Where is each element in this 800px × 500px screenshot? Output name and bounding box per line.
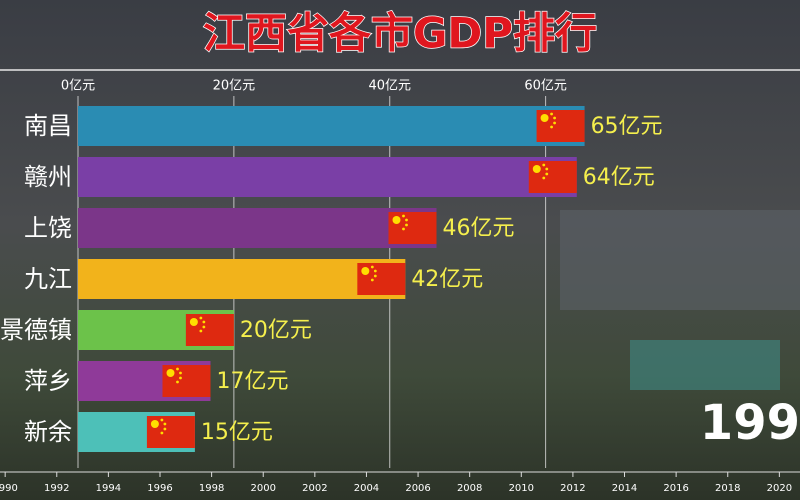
value-label: 64亿元 [583,165,655,190]
value-label: 42亿元 [411,267,483,292]
bar [78,208,437,248]
flag-star [160,418,164,422]
timeline-tick-label: 2000 [250,483,275,494]
timeline-tick-label: 1992 [44,483,69,494]
background-building [630,340,780,390]
x-tick-label: 20亿元 [213,79,256,94]
timeline-tick-label: 2012 [560,483,585,494]
flag-star [163,427,167,431]
value-label: 46亿元 [443,216,515,241]
category-label: 上饶 [24,214,72,242]
timeline-tick-label: 2018 [715,483,740,494]
timeline-tick-label: 2004 [354,483,379,494]
flag-star [553,116,556,120]
flag-star [542,163,546,167]
flag-star [370,265,374,269]
timeline-tick-label: 1996 [147,483,172,494]
flag-star [176,380,179,384]
year-label: 199 [700,395,800,451]
timeline-tick-label: 2008 [457,483,482,494]
flag-star [202,320,206,324]
value-label: 17亿元 [216,369,288,394]
category-label: 新余 [24,418,72,446]
flag-star [150,420,159,428]
flag-star [160,431,164,435]
flag-star [189,318,198,326]
category-label: 九江 [24,265,72,293]
x-tick-label: 60亿元 [524,79,567,94]
value-label: 20亿元 [240,318,312,343]
flag-star [405,218,408,222]
flag-star [550,125,553,129]
value-label: 15亿元 [201,420,273,445]
flag-star [402,214,405,218]
timeline-tick-label: 2016 [663,483,688,494]
flag-star [545,172,549,176]
background-buildings [560,210,800,310]
timeline-tick-label: 1994 [96,483,121,494]
bar [78,106,585,146]
category-label: 赣州 [24,163,72,191]
category-label: 景德镇 [0,316,72,344]
timeline-tick-label: 2002 [302,483,327,494]
flag-star [540,114,549,122]
flag-star [179,376,182,380]
x-tick-label: 0亿元 [61,79,95,94]
flag-star [163,422,167,426]
timeline-tick-label: 2010 [509,483,534,494]
flag-star [550,112,553,116]
flag-star [370,278,374,282]
timeline-tick-label: 2020 [767,483,792,494]
flag-star [373,274,377,278]
chart-title: 江西省各市GDP排行 [203,9,597,58]
flag-star [373,269,377,273]
category-label: 南昌 [24,112,72,140]
flag-star [361,267,370,275]
bar [78,157,577,197]
flag-star [166,369,175,377]
flag-star [199,329,203,333]
flag-star [202,325,206,329]
timeline-tick-label: 2014 [612,483,637,494]
timeline-tick-label: 2006 [405,483,430,494]
flag-star [199,316,203,320]
timeline-tick-label: 1998 [199,483,224,494]
flag-star [402,227,405,231]
flag-star [545,167,549,171]
flag-star [179,371,182,375]
flag-star [532,165,541,173]
flag-star [392,216,401,224]
flag-star [176,367,179,371]
flag-star [553,121,556,125]
value-label: 65亿元 [591,114,663,139]
flag-star [542,176,546,180]
flag-star [405,223,408,227]
category-label: 萍乡 [24,367,72,395]
bar [78,259,406,299]
x-tick-label: 40亿元 [368,79,411,94]
